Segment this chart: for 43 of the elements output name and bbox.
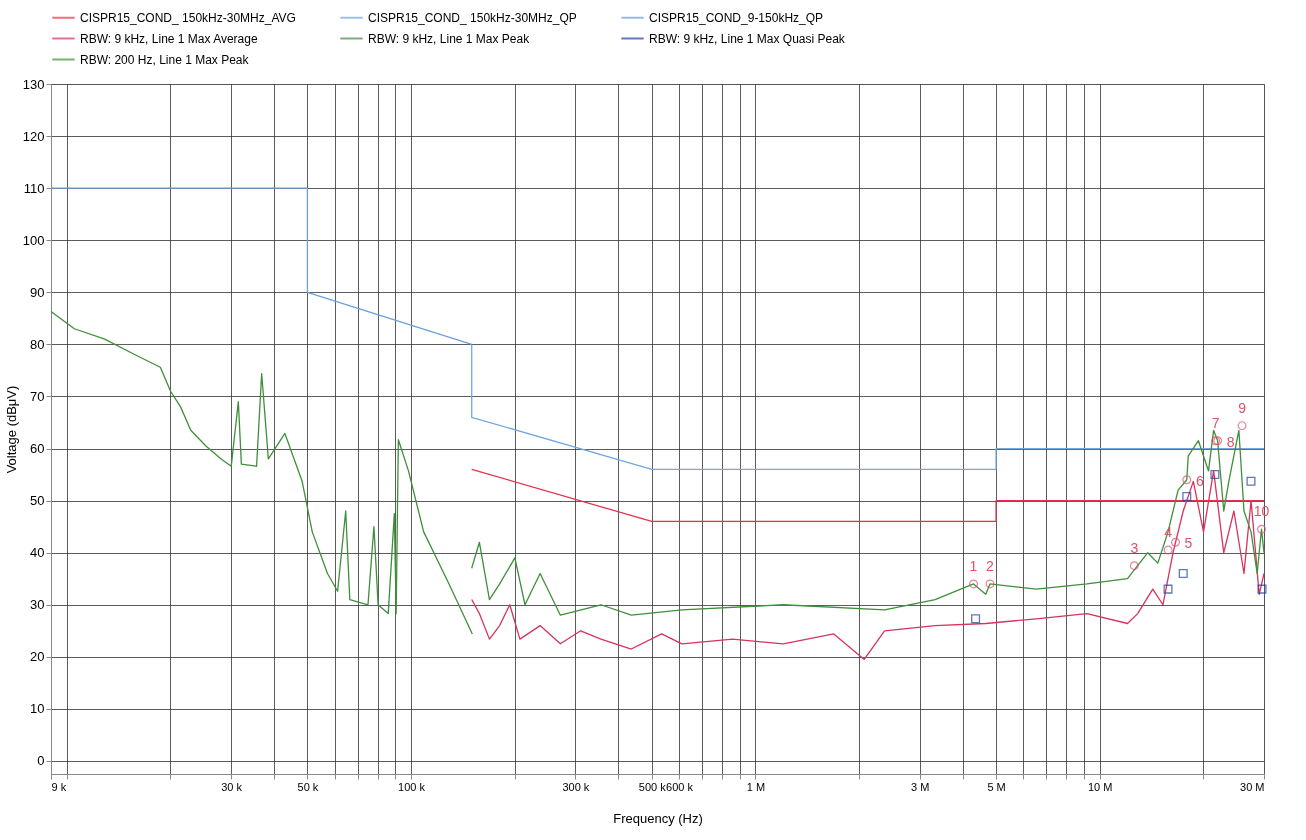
annotation: 5	[1184, 535, 1193, 552]
annotation: 9	[1238, 399, 1247, 416]
annotation: 7	[1211, 414, 1220, 431]
y-tick-label: 80	[30, 336, 45, 352]
x-tick-label: 1 M	[746, 780, 766, 793]
y-tick-label: 110	[23, 180, 45, 196]
x-tick-label: 100 k	[398, 780, 426, 793]
legend-label: RBW: 200 Hz, Line 1 Max Peak	[80, 52, 250, 67]
annotation: 8	[1226, 433, 1235, 450]
y-tick-label: 40	[30, 545, 45, 561]
legend-label: CISPR15_COND_ 150kHz-30MHz_QP	[368, 10, 577, 25]
legend-label: RBW: 9 kHz, Line 1 Max Average	[80, 31, 258, 46]
y-tick-label: 130	[22, 76, 45, 92]
annotation: 6	[1195, 472, 1204, 489]
y-axis-title: Voltage (dBμV)	[3, 385, 19, 474]
x-tick-label: 30 k	[221, 780, 243, 793]
y-tick-label: 30	[30, 597, 45, 613]
x-tick-label: 10 M	[1087, 780, 1113, 793]
y-tick-label: 10	[30, 701, 45, 717]
y-tick-label: 50	[30, 493, 45, 509]
legend-label: RBW: 9 kHz, Line 1 Max Quasi Peak	[649, 31, 846, 46]
x-tick-label: 50 k	[297, 780, 319, 793]
x-tick-label: 5 M	[987, 780, 1006, 793]
x-axis-title: Frequency (Hz)	[613, 810, 703, 826]
legend-label: CISPR15_COND_9-150kHz_QP	[649, 10, 824, 25]
y-tick-label: 20	[30, 649, 45, 665]
y-tick-label: 100	[22, 232, 45, 248]
x-tick-label: 3 M	[911, 780, 930, 793]
x-tick-label: 500 k	[638, 780, 667, 793]
x-tick-label: 600 k	[666, 780, 694, 793]
y-tick-label: 90	[30, 284, 45, 300]
x-tick-label: 30 M	[1240, 780, 1265, 793]
y-tick-label: 0	[37, 753, 45, 769]
y-tick-label: 120	[22, 128, 45, 144]
y-tick-label: 70	[30, 388, 45, 404]
annotation: 3	[1130, 539, 1139, 556]
annotation: 1	[969, 557, 978, 574]
x-tick-label: 9 k	[51, 780, 67, 793]
legend-label: CISPR15_COND_ 150kHz-30MHz_AVG	[80, 10, 296, 25]
x-tick-label: 300 k	[562, 780, 590, 793]
y-tick-label: 60	[30, 441, 45, 457]
annotation: 2	[986, 557, 995, 574]
legend-label: RBW: 9 kHz, Line 1 Max Peak	[368, 31, 531, 46]
